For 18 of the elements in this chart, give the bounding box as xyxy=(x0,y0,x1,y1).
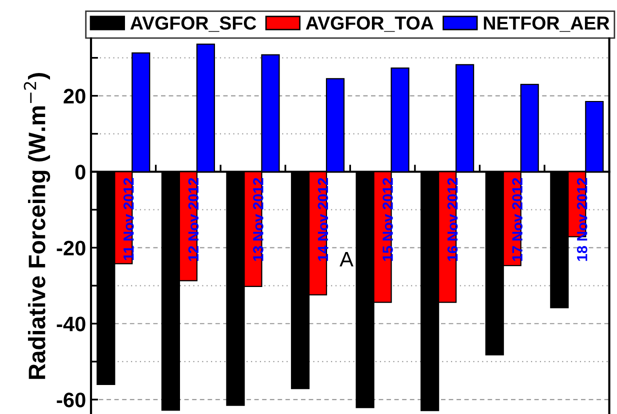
legend-label: AVGFOR_TOA xyxy=(306,16,434,32)
x-tick-label: 16 Nov 2012 xyxy=(447,178,458,261)
y-tick-label: -20 xyxy=(56,240,86,256)
annotation: A xyxy=(340,252,354,266)
x-tick-label: 15 Nov 2012 xyxy=(382,178,393,261)
x-tick-label: 11 Nov 2012 xyxy=(123,178,134,260)
x-tick-label: 17 Nov 2012 xyxy=(512,178,523,261)
y-tick-label: 0 xyxy=(75,164,86,180)
legend-label: NETFOR_AER xyxy=(484,16,610,32)
x-tick-label: 13 Nov 2012 xyxy=(253,178,264,261)
x-tick-label: 14 Nov 2012 xyxy=(318,178,328,261)
x-tick-label: 18 Nov 2012 xyxy=(576,178,588,261)
x-tick-label: 12 Nov 2012 xyxy=(188,178,199,261)
legend-label: AVGFOR_SFC xyxy=(130,16,256,32)
y-tick-label: 20 xyxy=(64,88,86,104)
y-tick-label: -60 xyxy=(56,392,86,408)
y-axis-title: Radiative Forceing (W.m$^{−2}$) xyxy=(24,73,50,379)
y-tick-label: -40 xyxy=(56,316,86,332)
